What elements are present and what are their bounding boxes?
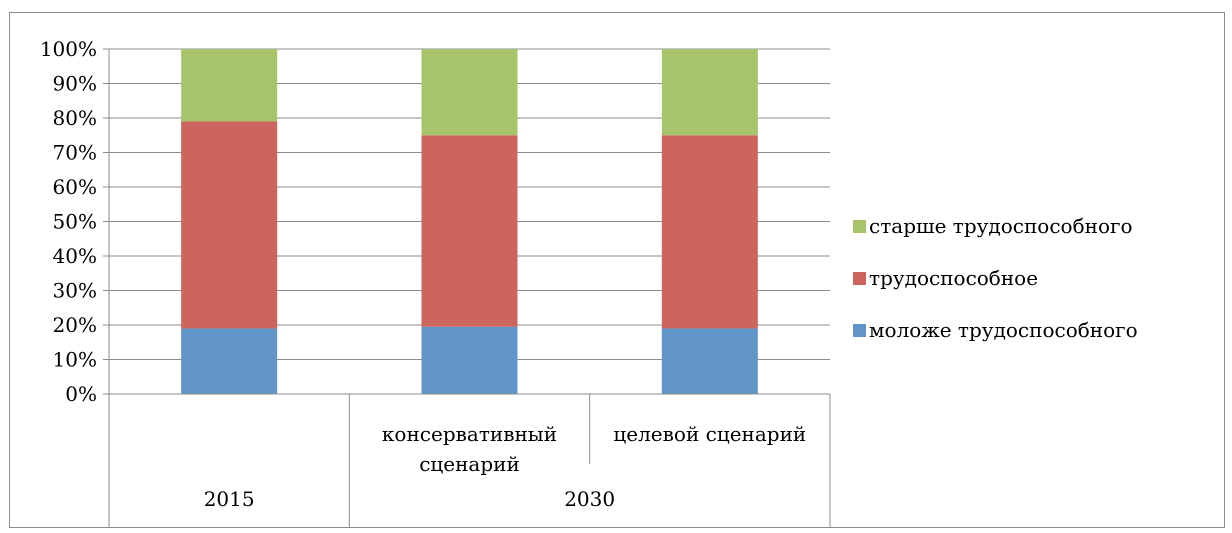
bars (181, 49, 758, 394)
category-label: сценарий (419, 452, 520, 476)
y-tick-label: 20% (53, 313, 97, 337)
legend: старше трудоспособного трудоспособное моло… (853, 214, 1138, 342)
legend-swatch (853, 272, 866, 285)
bar-segment (661, 135, 758, 329)
bar-segment (421, 49, 518, 136)
legend-swatch (853, 324, 866, 337)
bar-segment (421, 326, 518, 394)
group-label: 2015 (204, 487, 255, 511)
y-tick-label: 0% (65, 382, 97, 406)
category-label: целевой сценарий (613, 422, 806, 446)
y-tick-label: 40% (53, 244, 97, 268)
axes (103, 49, 831, 527)
y-tick-labels: 0% 10% 20% 30% 40% 50% 60% 70% 80% 90% 100% (40, 37, 97, 406)
category-label: консервативный (382, 422, 557, 446)
chart-frame: 0% 10% 20% 30% 40% 50% 60% 70% 80% 90% 100% консер… (9, 12, 1225, 528)
bar-segment (661, 328, 758, 394)
y-tick-label: 60% (53, 175, 97, 199)
bar-segment (181, 121, 278, 329)
legend-label: трудоспособное (869, 266, 1038, 290)
bar-segment (661, 49, 758, 136)
group-label: 2030 (564, 487, 615, 511)
y-tick-label: 30% (53, 279, 97, 303)
y-tick-label: 50% (53, 210, 97, 234)
y-tick-label: 80% (53, 106, 97, 130)
bar-segment (421, 135, 518, 327)
y-tick-label: 90% (53, 72, 97, 96)
legend-swatch (853, 220, 866, 233)
stacked-bar-chart: 0% 10% 20% 30% 40% 50% 60% 70% 80% 90% 100% консер… (40, 37, 1138, 527)
bar-segment (181, 49, 278, 122)
legend-label: старше трудоспособного (869, 214, 1133, 238)
y-tick-label: 10% (53, 348, 97, 372)
legend-label: моложе трудоспособного (869, 318, 1138, 342)
bar-segment (181, 328, 278, 394)
y-tick-label: 70% (53, 141, 97, 165)
y-tick-label: 100% (40, 37, 97, 61)
category-labels: консервативный сценарий целевой сценарий 20… (204, 422, 807, 511)
